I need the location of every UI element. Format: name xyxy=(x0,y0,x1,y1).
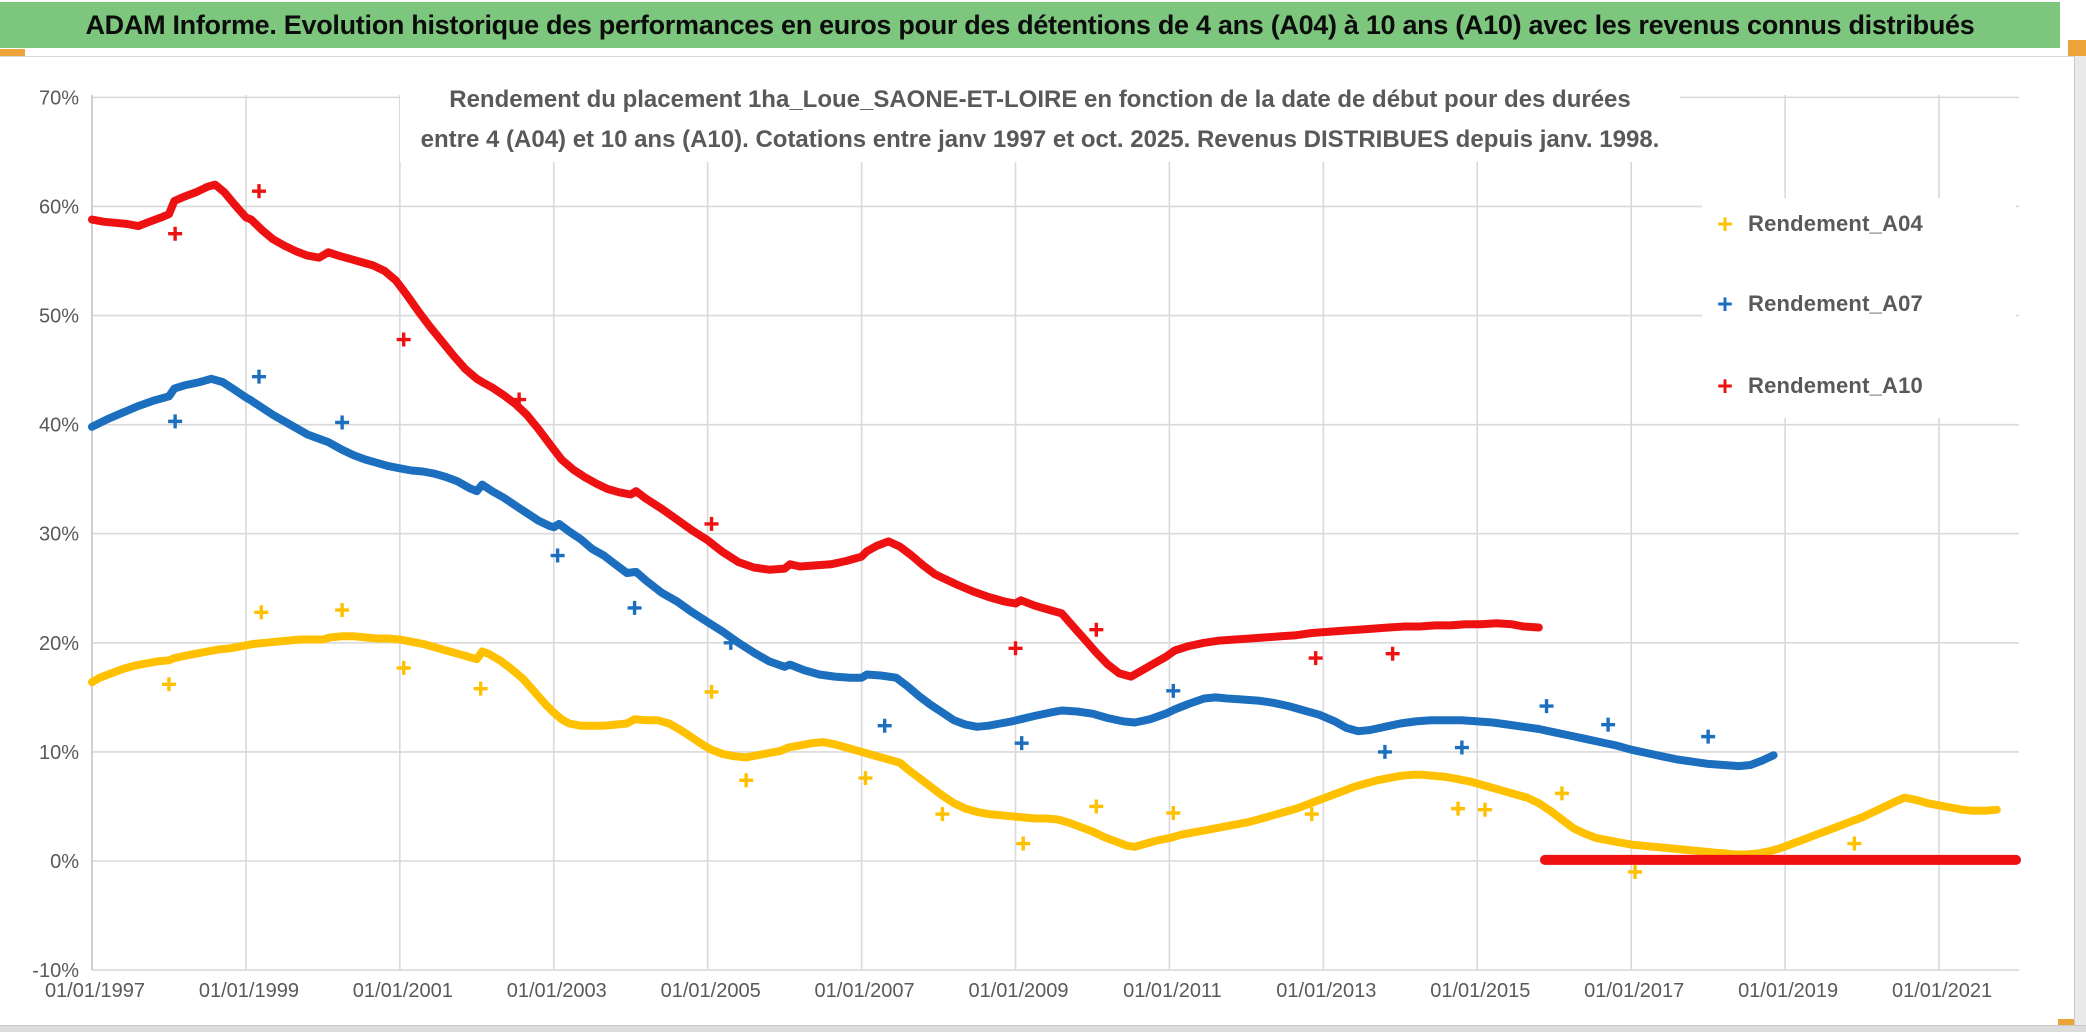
chart-legend: + Rendement_A04 + Rendement_A07 + Rendem… xyxy=(1702,198,2016,418)
outlier-plus-marker xyxy=(252,369,267,384)
y-axis-tick-label: 60% xyxy=(39,196,79,218)
outlier-plus-marker xyxy=(396,660,411,675)
x-axis-tick-label: 01/01/2015 xyxy=(1430,980,1530,1002)
accent-mark-top-right xyxy=(2068,40,2086,56)
y-axis-tick-label: 70% xyxy=(39,87,79,109)
x-axis-tick-label: 01/01/2011 xyxy=(1123,980,1222,1002)
x-axis-tick-label: 01/01/2005 xyxy=(661,980,761,1002)
outlier-plus-marker xyxy=(704,516,719,531)
outlier-plus-marker xyxy=(935,807,950,822)
outlier-plus-marker xyxy=(1477,802,1492,817)
header-title: ADAM Informe. Evolution historique des p… xyxy=(85,9,1975,40)
outlier-plus-marker xyxy=(723,635,738,650)
x-axis-tick-label: 01/01/2007 xyxy=(815,980,915,1002)
outlier-plus-marker xyxy=(1377,744,1392,759)
header-banner: ADAM Informe. Evolution historique des p… xyxy=(0,2,2060,48)
y-axis-tick-label: 20% xyxy=(39,633,79,655)
y-axis-tick-label: 50% xyxy=(39,306,79,328)
outlier-plus-marker xyxy=(512,392,527,407)
y-axis-tick-label: 40% xyxy=(39,415,79,437)
outlier-plus-marker xyxy=(550,548,565,563)
y-axis-tick-label: -10% xyxy=(32,960,79,982)
outlier-plus-marker xyxy=(877,718,892,733)
sheet-bottom-edge xyxy=(0,1025,2086,1032)
outlier-plus-marker xyxy=(396,332,411,347)
y-axis-tick-label: 30% xyxy=(39,524,79,546)
header-divider xyxy=(0,56,2086,57)
x-axis-tick-label: 01/01/2019 xyxy=(1738,980,1838,1002)
chart-title-line2: entre 4 (A04) et 10 ans (A10). Cotations… xyxy=(420,126,1660,153)
outlier-plus-marker xyxy=(858,771,873,786)
legend-item-rendement-a10: + Rendement_A10 xyxy=(1702,366,2016,406)
outlier-plus-marker xyxy=(627,600,642,615)
plus-marker-icon: + xyxy=(1717,371,1733,401)
outlier-plus-marker xyxy=(252,184,267,199)
plus-marker-icon: + xyxy=(1717,209,1733,239)
outlier-plus-marker xyxy=(1454,740,1469,755)
legend-item-rendement-a07: + Rendement_A07 xyxy=(1702,284,2016,324)
outlier-plus-marker xyxy=(335,415,350,430)
outlier-plus-marker xyxy=(161,677,176,692)
outlier-plus-marker xyxy=(1016,836,1031,851)
legend-item-rendement-a04: + Rendement_A04 xyxy=(1702,204,2016,244)
plus-marker-icon: + xyxy=(1717,289,1733,319)
outlier-plus-marker xyxy=(704,684,719,699)
outlier-plus-marker xyxy=(1304,807,1319,822)
series-line-rendement_a10 xyxy=(88,180,1543,681)
x-axis-tick-label: 01/01/2017 xyxy=(1584,980,1684,1002)
outlier-plus-marker xyxy=(1451,801,1466,816)
x-axis-tick-label: 01/01/2021 xyxy=(1892,980,1992,1002)
chart-title: Rendement du placement 1ha_Loue_SAONE-ET… xyxy=(400,80,1680,162)
outlier-plus-marker xyxy=(1089,799,1104,814)
outlier-plus-marker xyxy=(1539,699,1554,714)
x-axis-tick-label: 01/01/2001 xyxy=(353,980,453,1002)
outlier-plus-marker xyxy=(1601,717,1616,732)
accent-mark-top-left xyxy=(0,49,25,56)
outlier-plus-marker xyxy=(1014,736,1029,751)
legend-label: Rendement_A07 xyxy=(1748,291,1923,316)
series-line-rendement_a07 xyxy=(88,374,1778,771)
chart-title-line1: Rendement du placement 1ha_Loue_SAONE-ET… xyxy=(449,86,1631,113)
outlier-plus-marker xyxy=(1385,646,1400,661)
outlier-plus-marker xyxy=(1166,806,1181,820)
y-axis-tick-label: 10% xyxy=(39,742,79,764)
outlier-plus-marker xyxy=(1628,864,1643,879)
outlier-plus-marker xyxy=(168,226,183,241)
outlier-plus-marker xyxy=(254,605,269,620)
x-axis-tick-label: 01/01/1997 xyxy=(45,980,145,1002)
outlier-plus-marker xyxy=(335,603,350,618)
outlier-plus-marker xyxy=(1166,683,1181,698)
x-axis-tick-label: 01/01/2013 xyxy=(1276,980,1376,1002)
y-axis-tick-label: 0% xyxy=(50,851,79,873)
outlier-plus-marker xyxy=(739,773,754,788)
x-axis-tick-label: 01/01/2003 xyxy=(507,980,607,1002)
accent-mark-bottom-right xyxy=(2058,1019,2082,1026)
outlier-plus-marker xyxy=(1554,786,1569,801)
x-axis-tick-label: 01/01/1999 xyxy=(199,980,299,1002)
legend-label: Rendement_A04 xyxy=(1748,211,1923,236)
outlier-plus-marker xyxy=(473,681,488,696)
legend-label: Rendement_A10 xyxy=(1748,373,1923,398)
outlier-plus-marker xyxy=(1308,651,1323,666)
outlier-plus-marker xyxy=(168,414,183,429)
outlier-plus-marker xyxy=(1847,836,1862,851)
outlier-plus-marker xyxy=(1701,729,1716,744)
sheet-right-edge xyxy=(2074,56,2086,1032)
x-axis-tick-label: 01/01/2009 xyxy=(968,980,1068,1002)
series-line-rendement_a04 xyxy=(88,632,2001,859)
outlier-plus-marker xyxy=(1089,622,1104,637)
outlier-plus-marker xyxy=(1008,641,1023,656)
